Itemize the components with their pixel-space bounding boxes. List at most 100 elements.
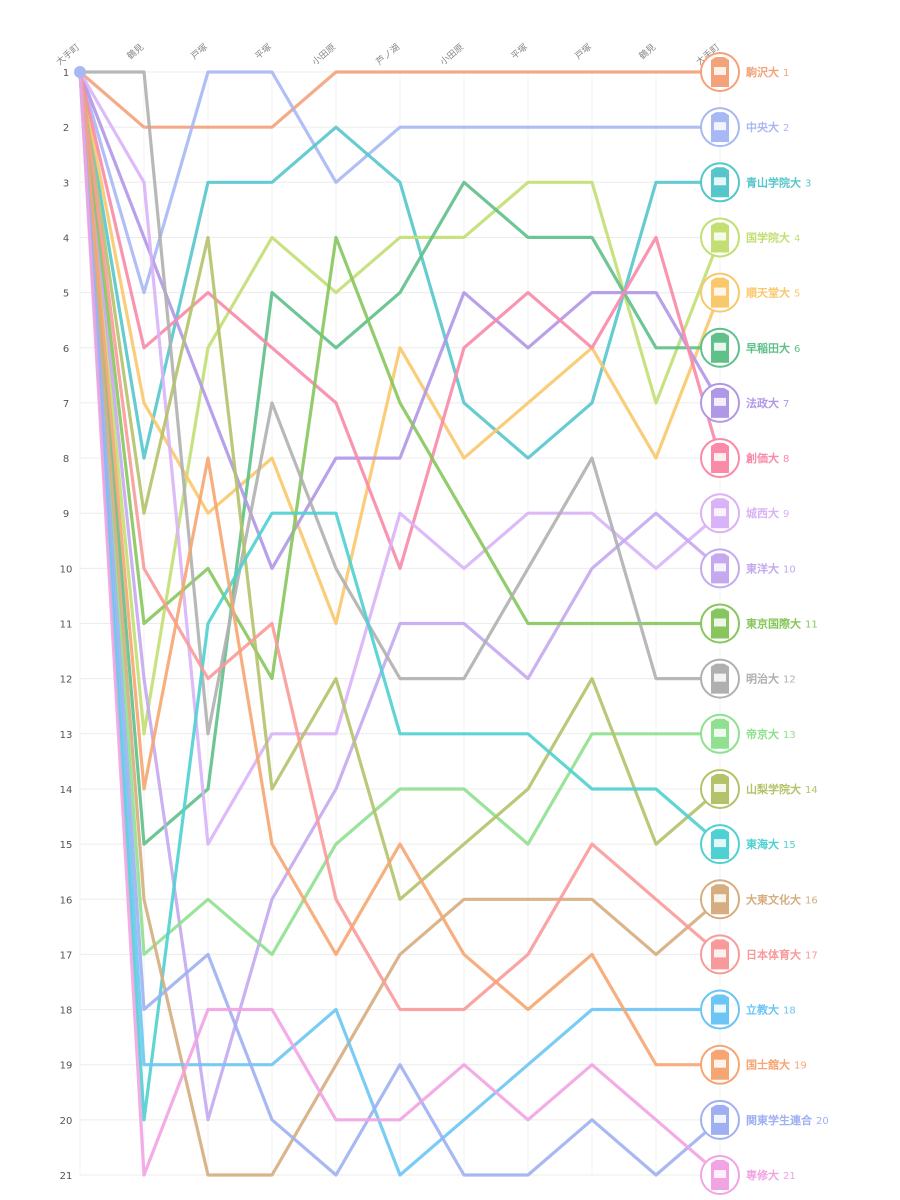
team-badge: 順天堂大 5 bbox=[700, 272, 800, 313]
y-tick-label: 15 bbox=[60, 840, 73, 851]
bib-icon bbox=[714, 397, 726, 406]
team-badges: 駒沢大 1 中央大 2 青山学院大 3 国学院大 4 順天堂大 5 早稲田大 6 法政大 7 創価大 8 城西大… bbox=[700, 52, 829, 1195]
y-tick-label: 21 bbox=[60, 1171, 73, 1182]
x-tick-label: 戸塚 bbox=[573, 42, 594, 62]
bib-icon bbox=[714, 563, 726, 572]
series-line bbox=[78, 70, 722, 1177]
team-badge: 東京国際大 11 bbox=[700, 603, 818, 644]
series-line bbox=[78, 70, 722, 1177]
team-label: 東京国際大 11 bbox=[746, 617, 818, 631]
team-badge: 国学院大 4 bbox=[700, 217, 800, 258]
team-badge: 早稲田大 6 bbox=[700, 327, 800, 368]
y-tick-label: 3 bbox=[63, 178, 69, 189]
team-badge: 東洋大 10 bbox=[700, 548, 796, 589]
y-tick-label: 11 bbox=[60, 620, 73, 631]
bib-icon bbox=[714, 949, 726, 958]
y-tick-label: 14 bbox=[60, 785, 73, 796]
team-label: 関東学生連合 20 bbox=[746, 1113, 829, 1127]
team-label: 青山学院大 3 bbox=[746, 175, 811, 189]
start-point-marker bbox=[74, 66, 86, 78]
bib-icon bbox=[714, 618, 726, 627]
team-label: 駒沢大 1 bbox=[746, 65, 789, 79]
y-tick-label: 17 bbox=[60, 950, 73, 961]
y-tick-label: 2 bbox=[63, 123, 69, 134]
team-label: 大東文化大 16 bbox=[746, 892, 818, 906]
team-badge: 城西大 9 bbox=[700, 493, 789, 534]
bib-icon bbox=[714, 287, 726, 296]
team-label: 法政大 7 bbox=[746, 396, 789, 410]
x-tick-label: 芦ノ湖 bbox=[374, 42, 402, 68]
start-point bbox=[74, 66, 86, 78]
bib-icon bbox=[714, 1004, 726, 1013]
series-line bbox=[78, 70, 722, 626]
team-label: 明治大 12 bbox=[746, 672, 796, 686]
bib-icon bbox=[714, 839, 726, 848]
bib-icon bbox=[714, 894, 726, 903]
bib-icon bbox=[714, 728, 726, 737]
y-tick-label: 19 bbox=[60, 1061, 73, 1072]
bib-icon bbox=[714, 1114, 726, 1123]
y-tick-label: 20 bbox=[60, 1116, 73, 1127]
team-badge: 専修大 21 bbox=[700, 1155, 796, 1195]
bib-icon bbox=[714, 122, 726, 131]
bib-icon bbox=[714, 673, 726, 682]
y-tick-label: 18 bbox=[60, 1006, 73, 1017]
y-tick-label: 7 bbox=[63, 399, 69, 410]
team-badge: 法政大 7 bbox=[700, 382, 789, 423]
x-tick-label: 平塚 bbox=[509, 42, 530, 62]
team-badge: 関東学生連合 20 bbox=[700, 1099, 829, 1140]
x-tick-label: 小田原 bbox=[438, 42, 466, 68]
x-tick-label: 小田原 bbox=[310, 42, 338, 68]
team-label: 早稲田大 6 bbox=[746, 341, 800, 355]
y-tick-label: 5 bbox=[63, 289, 69, 300]
team-label: 東海大 15 bbox=[746, 837, 796, 851]
y-tick-label: 10 bbox=[60, 564, 73, 575]
y-tick-label: 9 bbox=[63, 509, 69, 520]
bib-icon bbox=[714, 1059, 726, 1068]
team-label: 立教大 18 bbox=[746, 1003, 796, 1017]
team-badge: 大東文化大 16 bbox=[700, 879, 818, 920]
team-label: 中央大 2 bbox=[746, 120, 789, 134]
y-tick-label: 4 bbox=[63, 233, 69, 244]
team-badge: 日本体育大 17 bbox=[700, 934, 818, 975]
series-line bbox=[78, 70, 722, 295]
x-tick-label: 戸塚 bbox=[189, 42, 210, 62]
series-line bbox=[78, 70, 722, 571]
x-tick-label: 鶴見 bbox=[124, 41, 146, 62]
series-line bbox=[78, 70, 722, 129]
team-label: 国士舘大 19 bbox=[746, 1058, 807, 1072]
team-badge: 明治大 12 bbox=[700, 658, 796, 699]
series-line bbox=[78, 70, 722, 681]
team-label: 東洋大 10 bbox=[746, 561, 796, 575]
bib-icon bbox=[714, 177, 726, 186]
bib-icon bbox=[714, 342, 726, 351]
team-badge: 立教大 18 bbox=[700, 989, 796, 1030]
team-label: 順天堂大 5 bbox=[746, 286, 800, 300]
team-label: 山梨学院大 14 bbox=[746, 782, 818, 796]
y-tick-label: 16 bbox=[60, 895, 73, 906]
team-badge: 青山学院大 3 bbox=[700, 162, 811, 203]
series-line bbox=[78, 70, 722, 571]
series-line bbox=[78, 70, 722, 1122]
x-tick-label: 平塚 bbox=[253, 42, 274, 62]
bib-icon bbox=[714, 1170, 726, 1178]
bib-icon bbox=[714, 508, 726, 517]
team-badge: 東海大 15 bbox=[700, 824, 796, 865]
x-tick-label: 大手町 bbox=[54, 41, 82, 68]
bib-icon bbox=[714, 453, 726, 462]
series-line bbox=[78, 70, 722, 901]
y-tick-label: 12 bbox=[60, 675, 73, 686]
team-label: 創価大 8 bbox=[745, 451, 789, 465]
y-tick-label: 8 bbox=[63, 454, 69, 465]
bib-icon bbox=[714, 783, 726, 792]
team-badge: 中央大 2 bbox=[700, 107, 789, 148]
team-badge: 山梨学院大 14 bbox=[700, 768, 818, 809]
series-line bbox=[78, 70, 722, 736]
bib-icon bbox=[714, 232, 726, 241]
team-label: 帝京大 13 bbox=[746, 727, 796, 741]
x-axis-labels: 大手町 鶴見 戸塚 平塚 小田原 芦ノ湖 小田原 平塚 戸塚 鶴見 大手町 bbox=[54, 41, 722, 68]
series-lines bbox=[78, 70, 722, 1177]
team-label: 日本体育大 17 bbox=[746, 947, 818, 961]
